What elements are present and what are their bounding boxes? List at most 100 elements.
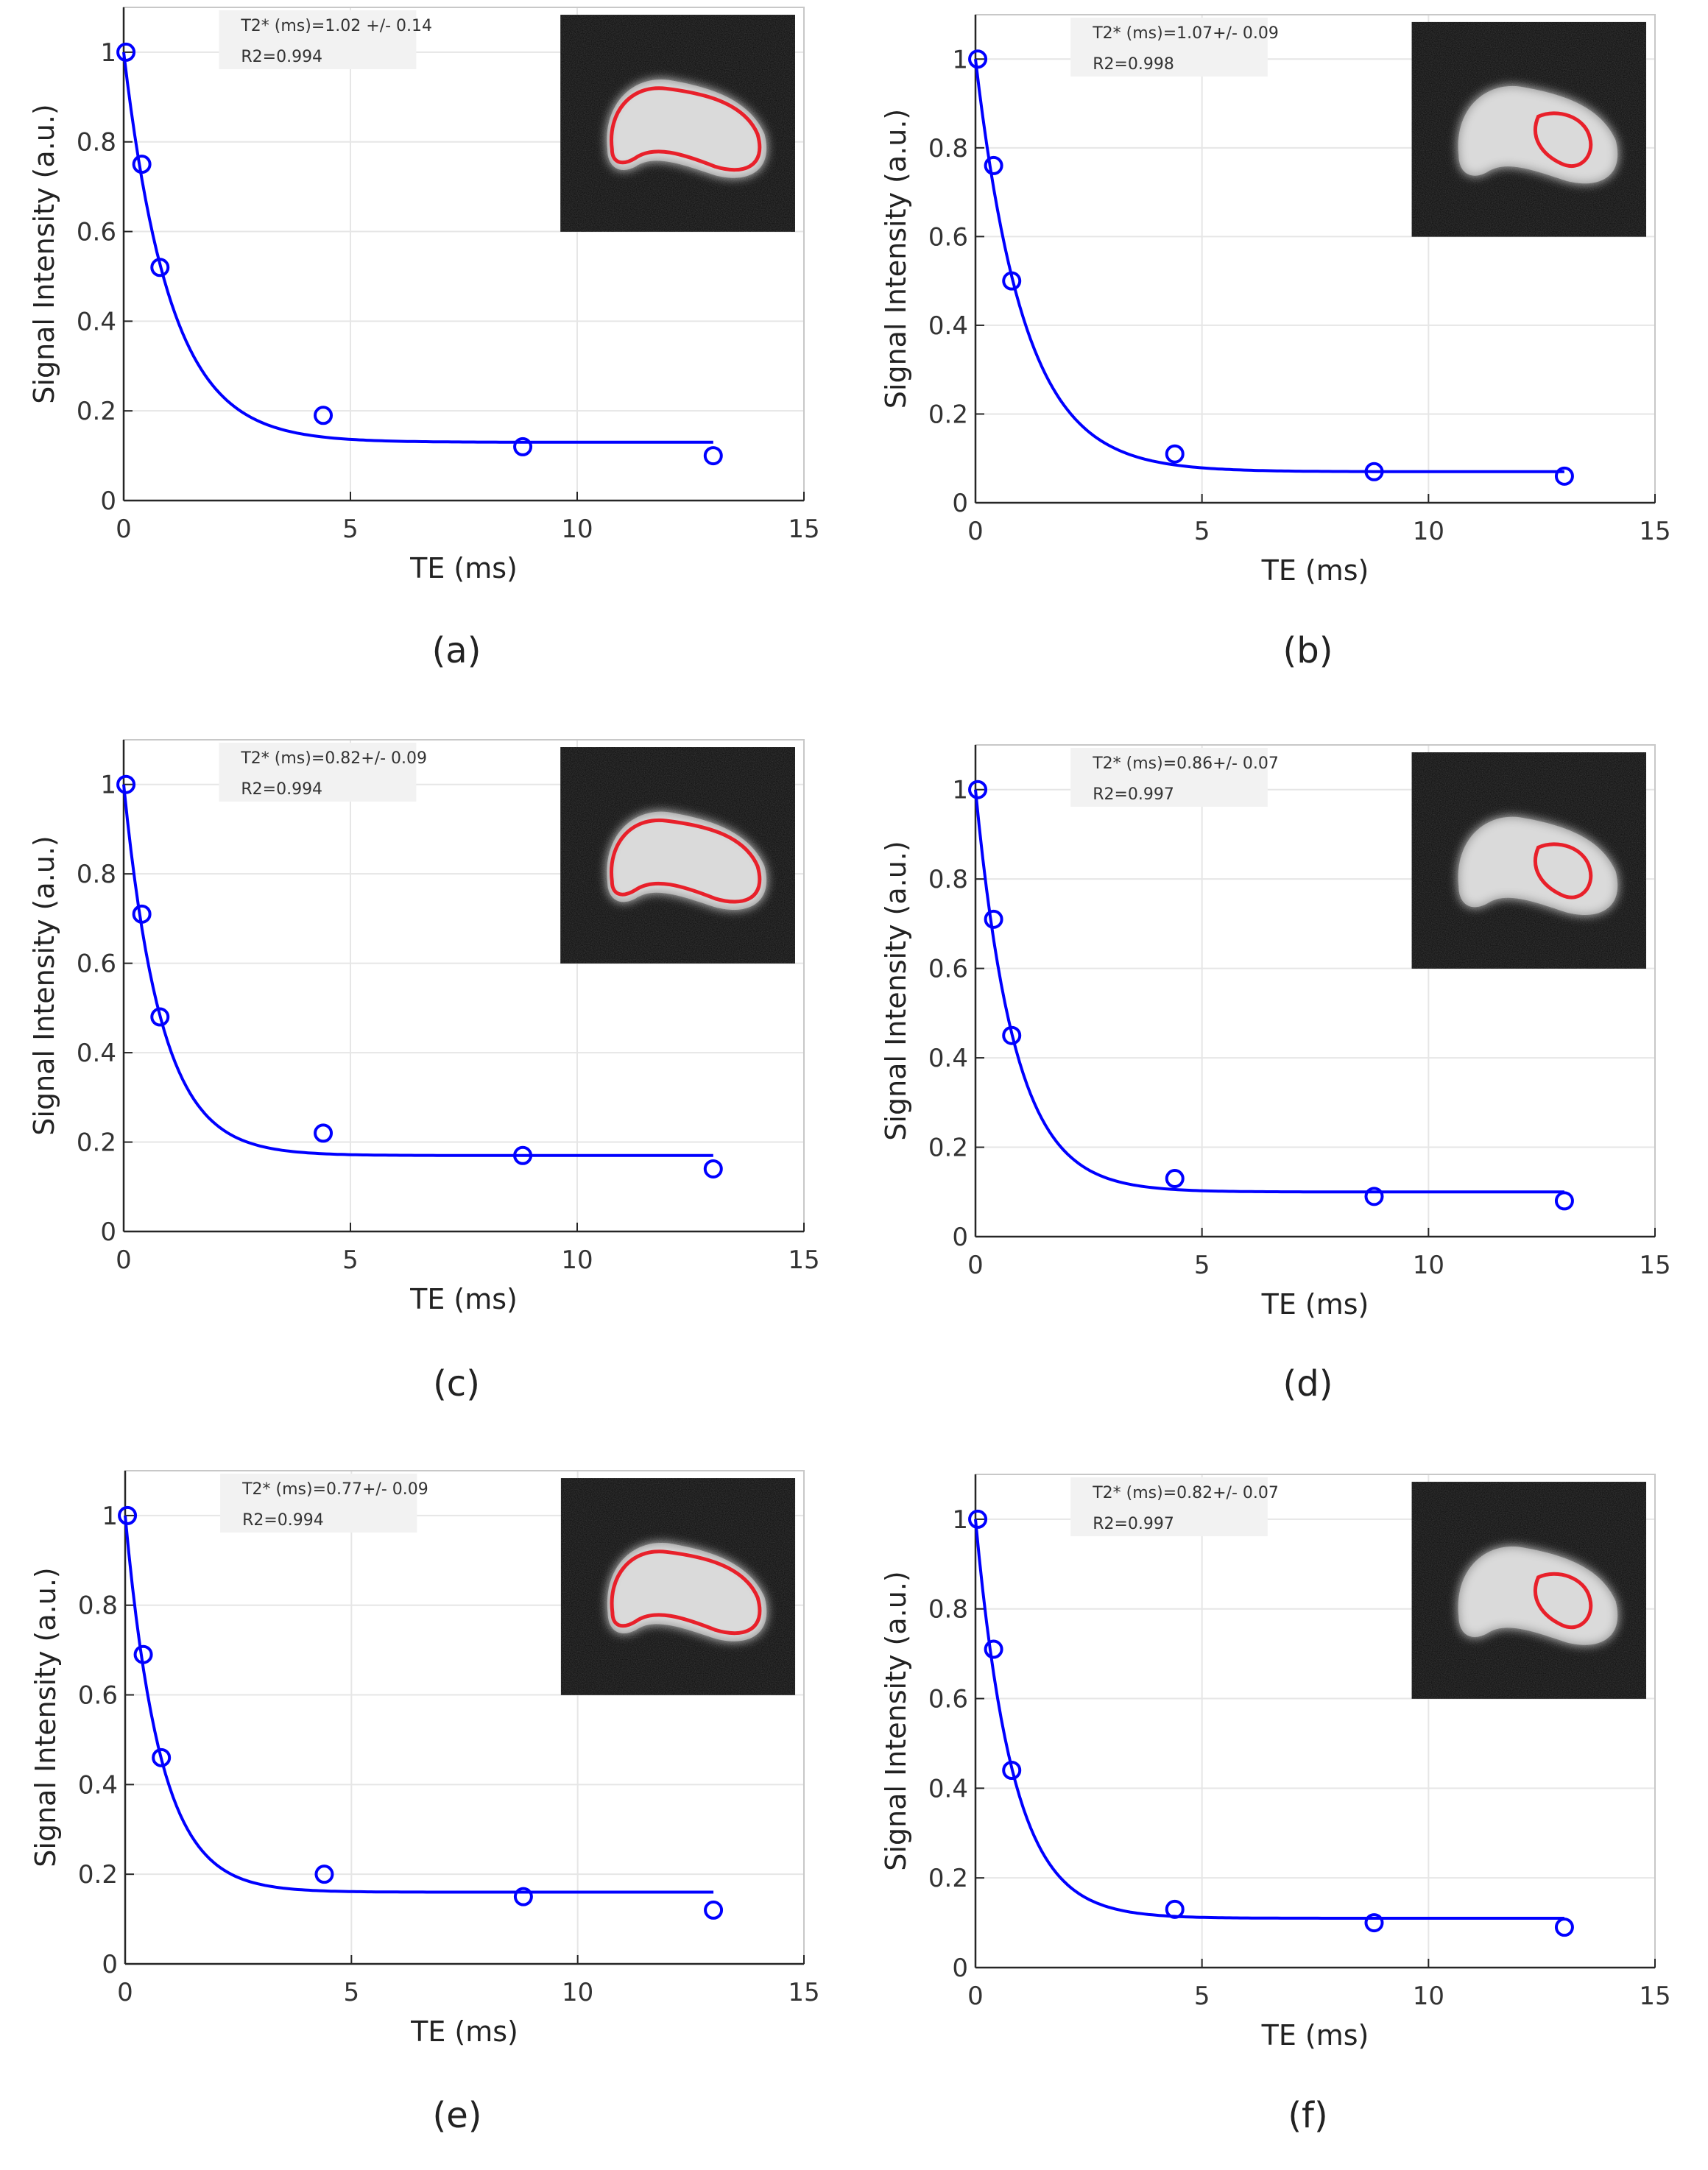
annotation-text: T2* (ms)=1.07+/- 0.09 xyxy=(1092,24,1279,43)
y-tick-label: 0 xyxy=(100,1217,116,1247)
panel-label: (c) xyxy=(433,1363,480,1404)
y-tick-label: 0.6 xyxy=(77,950,116,979)
y-tick-label: 0.2 xyxy=(78,1860,118,1890)
y-tick-label: 0.6 xyxy=(928,1685,968,1714)
x-axis-label: TE (ms) xyxy=(409,552,518,584)
data-point xyxy=(132,904,152,924)
annotation-text: R2=0.998 xyxy=(1093,55,1174,74)
y-tick-label: 0.6 xyxy=(78,1681,118,1711)
x-tick-label: 10 xyxy=(1413,1251,1444,1280)
x-tick-label: 5 xyxy=(344,1978,360,2007)
mri-specimen-core xyxy=(1458,85,1618,184)
x-tick-label: 0 xyxy=(967,1251,984,1280)
x-tick-label: 10 xyxy=(561,1245,593,1275)
y-tick-label: 0.6 xyxy=(77,218,116,247)
data-point xyxy=(704,1900,724,1920)
annotation-text: R2=0.994 xyxy=(241,780,322,799)
data-point xyxy=(968,49,988,69)
x-axis-label: TE (ms) xyxy=(1261,2019,1369,2051)
x-tick-label: 15 xyxy=(1639,1982,1670,2011)
y-tick-label: 1 xyxy=(100,38,116,68)
chart-panel-f: 0 5 10 15 0 0.2 0.4 0.6 0.8 1 TE (ms) Signal Intens… xyxy=(880,1474,1671,2136)
y-tick-label: 0.8 xyxy=(77,128,116,158)
y-axis-label: Signal Intensity (a.u.) xyxy=(880,109,912,409)
x-tick-label: 10 xyxy=(561,515,593,544)
y-tick-label: 0.6 xyxy=(928,955,968,984)
y-tick-label: 1 xyxy=(952,1505,968,1535)
y-tick-label: 0.4 xyxy=(928,311,968,341)
data-point xyxy=(1002,1761,1022,1780)
annotation-text: R2=0.997 xyxy=(1093,785,1174,804)
data-point xyxy=(1002,271,1022,291)
panel-label: (b) xyxy=(1283,630,1333,671)
y-tick-label: 0.2 xyxy=(928,400,968,429)
data-point xyxy=(1364,1187,1384,1206)
y-tick-label: 0.6 xyxy=(928,222,968,252)
annotation-text: T2* (ms)=1.02 +/- 0.14 xyxy=(240,17,432,35)
data-point xyxy=(513,437,533,456)
x-tick-label: 5 xyxy=(1194,517,1210,546)
y-axis-label: Signal Intensity (a.u.) xyxy=(28,835,60,1135)
fit-curve xyxy=(974,1519,1564,1920)
x-axis-label: TE (ms) xyxy=(1261,1288,1369,1321)
x-tick-label: 5 xyxy=(1194,1251,1210,1280)
y-tick-label: 0 xyxy=(952,1223,968,1252)
data-point xyxy=(1554,466,1574,486)
fit-curve xyxy=(122,52,713,444)
data-point xyxy=(116,42,136,62)
y-axis-label: Signal Intensity (a.u.) xyxy=(28,104,60,403)
y-tick-label: 1 xyxy=(952,776,968,805)
x-tick-label: 0 xyxy=(117,1978,133,2007)
data-point xyxy=(984,1639,1003,1659)
x-tick-label: 5 xyxy=(1194,1982,1210,2011)
x-axis-label: TE (ms) xyxy=(409,1283,518,1315)
fit-curve xyxy=(124,1515,714,1894)
annotation-text: R2=0.994 xyxy=(242,1511,324,1530)
y-tick-label: 0 xyxy=(102,1950,118,1979)
panel-label: (d) xyxy=(1283,1363,1333,1404)
annotation-text: T2* (ms)=0.77+/- 0.09 xyxy=(241,1480,428,1499)
y-tick-label: 0.2 xyxy=(928,1134,968,1163)
x-tick-label: 0 xyxy=(116,515,132,544)
roi-outline xyxy=(1533,842,1593,900)
y-tick-label: 1 xyxy=(102,1502,118,1531)
annotation-box xyxy=(220,1474,417,1533)
y-tick-label: 0.4 xyxy=(928,1774,968,1803)
chart-panel-c: 0 5 10 15 0 0.2 0.4 0.6 0.8 1 TE (ms) Signal Intens… xyxy=(28,739,820,1404)
y-tick-label: 1 xyxy=(100,771,116,800)
data-point xyxy=(984,155,1003,175)
annotation-box xyxy=(219,10,417,69)
x-tick-label: 5 xyxy=(342,515,359,544)
y-tick-label: 0.2 xyxy=(928,1864,968,1893)
x-tick-label: 10 xyxy=(1413,1982,1444,2011)
data-point xyxy=(116,774,136,794)
data-point xyxy=(968,1509,988,1529)
y-tick-label: 0.8 xyxy=(77,860,116,889)
data-point xyxy=(152,1747,172,1767)
y-tick-label: 0 xyxy=(100,487,116,516)
x-tick-label: 15 xyxy=(788,1245,819,1275)
x-tick-label: 10 xyxy=(562,1978,593,2007)
data-point xyxy=(1165,444,1185,464)
roi-outline xyxy=(1533,1572,1593,1630)
x-tick-label: 0 xyxy=(967,517,984,546)
data-point xyxy=(1364,1913,1384,1933)
data-point xyxy=(314,1123,334,1143)
data-point xyxy=(1554,1918,1574,1937)
annotation-box xyxy=(219,743,417,802)
annotation-text: T2* (ms)=0.86+/- 0.07 xyxy=(1092,754,1279,773)
x-axis-label: TE (ms) xyxy=(1261,554,1369,587)
data-point xyxy=(314,406,334,425)
data-point xyxy=(133,1644,153,1664)
roi-outline xyxy=(610,86,762,172)
data-point xyxy=(1165,1899,1185,1919)
panel-label: (a) xyxy=(432,630,481,671)
fit-curve xyxy=(122,784,713,1157)
annotation-box xyxy=(1070,1477,1268,1536)
data-point xyxy=(703,1159,723,1178)
mri-specimen-core xyxy=(1458,816,1618,916)
data-point xyxy=(513,1145,533,1165)
chart-panel-b: 0 5 10 15 0 0.2 0.4 0.6 0.8 1 TE (ms) Signal Intens… xyxy=(880,14,1671,671)
x-tick-label: 15 xyxy=(788,1978,819,2007)
x-tick-label: 5 xyxy=(342,1245,359,1275)
